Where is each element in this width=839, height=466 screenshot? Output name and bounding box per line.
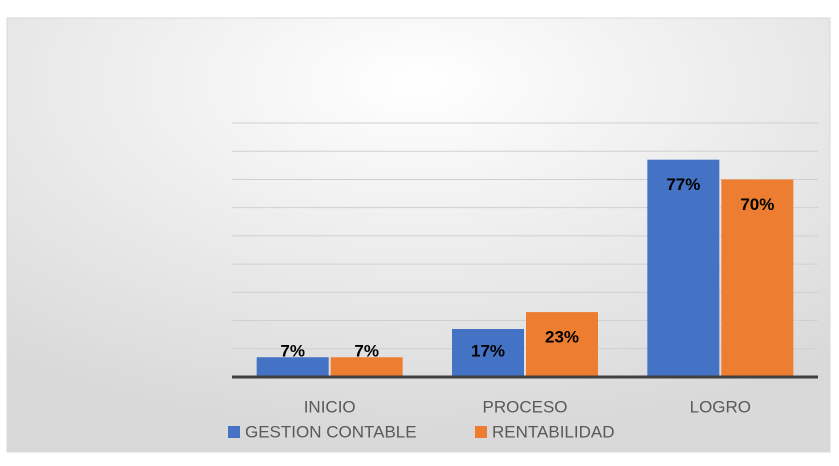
legend-label: RENTABILIDAD [492, 422, 615, 441]
bar [452, 329, 524, 377]
legend-swatch [228, 426, 240, 438]
bar [721, 179, 794, 377]
x-tick-label: LOGRO [690, 397, 751, 416]
x-tick-label: INICIO [304, 397, 356, 416]
data-label: 23% [545, 328, 579, 347]
data-label: 7% [354, 341, 379, 360]
bar [526, 312, 598, 377]
legend-swatch [475, 426, 487, 438]
data-label: 70% [740, 195, 774, 214]
bar [647, 159, 720, 377]
data-label: 7% [280, 341, 305, 360]
legend-label: GESTION CONTABLE [245, 422, 417, 441]
data-label: 17% [471, 341, 505, 360]
x-tick-label: PROCESO [482, 397, 567, 416]
data-label: 77% [666, 175, 700, 194]
bar [256, 357, 329, 377]
bar [330, 357, 403, 377]
